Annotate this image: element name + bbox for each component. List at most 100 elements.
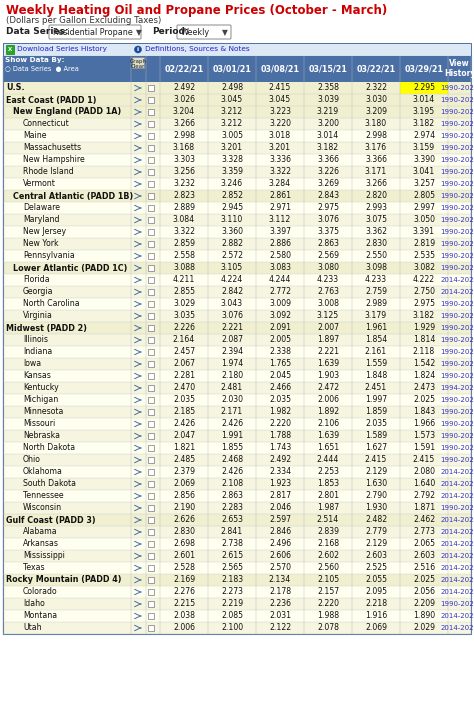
Text: 2.492: 2.492 bbox=[269, 456, 291, 465]
Text: 2.998: 2.998 bbox=[365, 132, 387, 140]
Text: 1.890: 1.890 bbox=[413, 611, 435, 621]
Text: 1.630: 1.630 bbox=[365, 480, 387, 489]
Text: 3.397: 3.397 bbox=[269, 228, 291, 236]
Text: 2.466: 2.466 bbox=[269, 384, 291, 393]
Bar bbox=[3, 43, 471, 56]
Text: 2.129: 2.129 bbox=[365, 539, 387, 548]
Bar bbox=[148, 517, 154, 523]
Text: Colorado: Colorado bbox=[23, 587, 58, 596]
Text: 2.498: 2.498 bbox=[221, 84, 243, 92]
Bar bbox=[148, 349, 154, 355]
Text: Idaho: Idaho bbox=[23, 600, 45, 608]
Text: 2.750: 2.750 bbox=[413, 287, 435, 297]
Text: 2.178: 2.178 bbox=[269, 587, 291, 596]
Text: 2014-2021: 2014-2021 bbox=[440, 565, 474, 571]
Text: 2.817: 2.817 bbox=[269, 491, 291, 500]
Text: Mississippi: Mississippi bbox=[23, 552, 65, 561]
Bar bbox=[3, 382, 471, 394]
Text: 3.098: 3.098 bbox=[365, 263, 387, 273]
Bar bbox=[3, 346, 471, 358]
Bar bbox=[148, 97, 154, 103]
Text: 2.565: 2.565 bbox=[221, 563, 243, 572]
Text: 2014-2021: 2014-2021 bbox=[440, 481, 474, 487]
Bar bbox=[3, 430, 471, 442]
Text: Iowa: Iowa bbox=[23, 359, 41, 369]
Text: Connecticut: Connecticut bbox=[23, 119, 70, 129]
Text: Michigan: Michigan bbox=[23, 395, 58, 404]
Text: 3.266: 3.266 bbox=[173, 119, 195, 129]
Text: 2.168: 2.168 bbox=[317, 539, 339, 548]
Text: 2.457: 2.457 bbox=[173, 348, 195, 356]
Bar bbox=[3, 190, 471, 202]
Text: 3.328: 3.328 bbox=[221, 156, 243, 164]
Text: 3.284: 3.284 bbox=[269, 180, 291, 188]
Bar bbox=[148, 409, 154, 415]
Text: 3.362: 3.362 bbox=[365, 228, 387, 236]
Text: 2.830: 2.830 bbox=[173, 528, 195, 537]
Bar bbox=[3, 118, 471, 130]
Text: 2014-2021: 2014-2021 bbox=[440, 613, 474, 619]
Text: 2.653: 2.653 bbox=[221, 515, 243, 524]
Text: 2.550: 2.550 bbox=[365, 252, 387, 260]
Text: 2014-2021: 2014-2021 bbox=[440, 469, 474, 475]
Bar bbox=[148, 421, 154, 427]
Text: Clear: Clear bbox=[131, 63, 145, 68]
Text: 2.338: 2.338 bbox=[269, 348, 291, 356]
Bar bbox=[148, 253, 154, 259]
Bar bbox=[148, 193, 154, 199]
Text: 2.482: 2.482 bbox=[365, 515, 387, 524]
Text: 2.481: 2.481 bbox=[221, 384, 243, 393]
Bar bbox=[3, 202, 471, 214]
Text: 2.122: 2.122 bbox=[269, 624, 291, 632]
Bar bbox=[3, 502, 471, 514]
Text: 1990-2021: 1990-2021 bbox=[440, 193, 474, 199]
Text: 2.485: 2.485 bbox=[173, 456, 195, 465]
Text: 2.820: 2.820 bbox=[365, 191, 387, 201]
Text: 03/29/21: 03/29/21 bbox=[404, 65, 444, 73]
Text: 2.993: 2.993 bbox=[365, 204, 387, 212]
Text: 3.159: 3.159 bbox=[413, 143, 435, 153]
Bar bbox=[148, 229, 154, 235]
Bar bbox=[3, 562, 471, 574]
Text: 3.082: 3.082 bbox=[413, 263, 435, 273]
Text: 2.106: 2.106 bbox=[317, 419, 339, 428]
Text: 3.105: 3.105 bbox=[221, 263, 243, 273]
Text: 2.334: 2.334 bbox=[269, 467, 291, 476]
Text: 2.572: 2.572 bbox=[221, 252, 243, 260]
Text: 2.863: 2.863 bbox=[317, 239, 339, 249]
Text: 2.358: 2.358 bbox=[317, 84, 339, 92]
Text: 1990-2021: 1990-2021 bbox=[440, 457, 474, 463]
Text: 03/22/21: 03/22/21 bbox=[356, 65, 396, 73]
Text: 1.814: 1.814 bbox=[413, 335, 435, 345]
Text: 2.078: 2.078 bbox=[317, 624, 339, 632]
Text: 4.233: 4.233 bbox=[317, 276, 339, 284]
Bar bbox=[3, 250, 471, 262]
Text: 2.580: 2.580 bbox=[269, 252, 291, 260]
Text: Midwest (PADD 2): Midwest (PADD 2) bbox=[6, 324, 87, 332]
Text: 3.035: 3.035 bbox=[173, 311, 195, 321]
Text: ▼: ▼ bbox=[136, 28, 142, 37]
Text: 2.185: 2.185 bbox=[173, 408, 195, 417]
Text: 2.220: 2.220 bbox=[269, 419, 291, 428]
Text: 2.843: 2.843 bbox=[317, 191, 339, 201]
Text: 2.855: 2.855 bbox=[173, 287, 195, 297]
Text: Kentucky: Kentucky bbox=[23, 384, 59, 393]
Text: 1.961: 1.961 bbox=[365, 324, 387, 332]
Text: 1.788: 1.788 bbox=[269, 432, 291, 441]
Text: 2.029: 2.029 bbox=[413, 624, 435, 632]
Text: 3.182: 3.182 bbox=[413, 311, 435, 321]
Text: 1990-2021: 1990-2021 bbox=[440, 97, 474, 103]
Text: 2.773: 2.773 bbox=[413, 528, 435, 537]
Bar bbox=[148, 601, 154, 607]
Text: 4.222: 4.222 bbox=[413, 276, 435, 284]
Text: 4.244: 4.244 bbox=[269, 276, 291, 284]
Bar bbox=[148, 505, 154, 511]
Text: 2.846: 2.846 bbox=[269, 528, 291, 537]
Text: 2.031: 2.031 bbox=[269, 611, 291, 621]
Text: 3.256: 3.256 bbox=[173, 167, 195, 177]
Bar bbox=[400, 82, 448, 94]
Text: 2.698: 2.698 bbox=[173, 539, 195, 548]
Text: 2.055: 2.055 bbox=[365, 576, 387, 585]
Text: 2.221: 2.221 bbox=[317, 348, 339, 356]
Text: 3.182: 3.182 bbox=[317, 143, 339, 153]
